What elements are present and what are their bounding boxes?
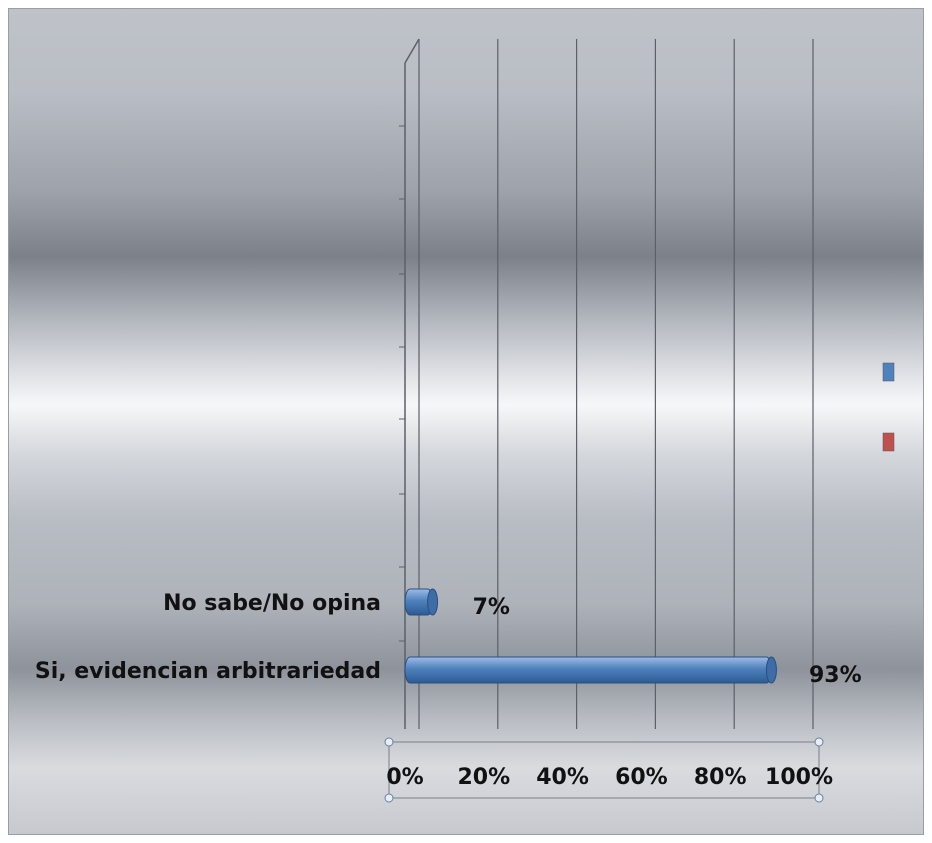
axes [384,38,824,803]
bars [404,588,777,684]
legend-marker [882,432,895,452]
bar-chart: 0% 20% 40% 60% 80% 100% No sabe/No opina 7% Si, … [35,38,895,803]
x-tick-label: 60% [615,765,668,790]
legend [882,362,895,452]
x-axis-handle [814,737,824,747]
x-tick-label: 0% [386,765,423,790]
x-tick-label: 100% [765,765,833,790]
x-axis-frame [388,741,820,799]
chart-frame: 0% 20% 40% 60% 80% 100% No sabe/No opina 7% Si, … [8,8,924,835]
x-tick-label: 40% [536,765,589,790]
bar-end-cap [427,588,439,616]
gridlines [418,39,814,729]
x-tick-label: 20% [457,765,510,790]
x-axis-handle [384,737,394,747]
category-label: No sabe/No opina [163,591,381,616]
x-tick-label: 80% [694,765,747,790]
category-label: Si, evidencian arbitrariedad [35,659,381,684]
x-axis-handle [384,793,394,803]
bar [404,656,772,684]
value-label: 7% [473,595,510,620]
y-axis-top-edge [404,38,420,64]
x-axis-handle [814,793,824,803]
value-label: 93% [809,663,862,688]
bar-end-cap [765,656,777,684]
labels: 0% 20% 40% 60% 80% 100% No sabe/No opina 7% Si, … [35,591,862,790]
legend-marker [882,362,895,382]
